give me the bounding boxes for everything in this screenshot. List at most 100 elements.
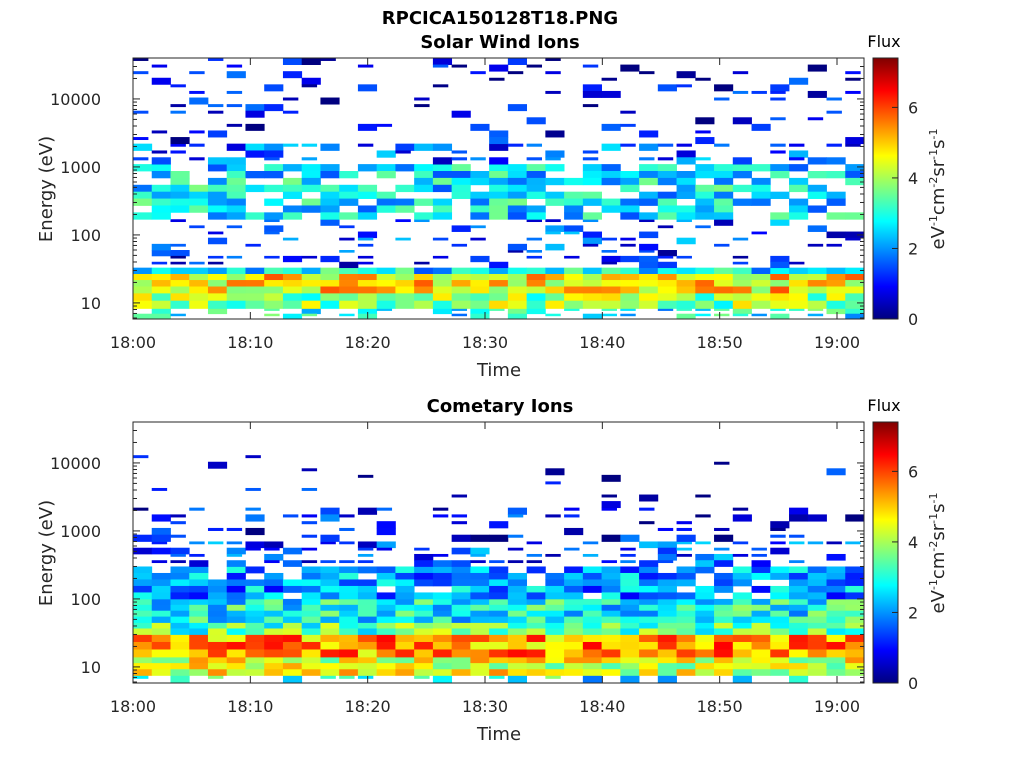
heatmap-cell bbox=[507, 177, 528, 186]
heatmap-cell bbox=[245, 143, 265, 151]
heatmap-cell bbox=[226, 649, 246, 658]
heatmap-cell bbox=[507, 592, 528, 600]
heatmap-cell bbox=[207, 641, 228, 650]
heatmap-cell bbox=[845, 610, 864, 617]
heatmap-cell bbox=[245, 184, 265, 193]
heatmap-cell bbox=[770, 628, 790, 635]
heatmap-cell bbox=[226, 628, 246, 635]
heatmap-cell bbox=[189, 622, 209, 629]
heatmap-cell bbox=[395, 592, 415, 600]
heatmap-cell bbox=[601, 77, 617, 81]
heatmap-cell bbox=[807, 117, 824, 121]
heatmap-cell bbox=[489, 77, 505, 81]
heatmap-cell bbox=[770, 164, 790, 172]
heatmap-cell bbox=[807, 64, 827, 72]
heatmap-cell bbox=[339, 604, 359, 612]
heatmap-cell bbox=[732, 656, 752, 664]
heatmap-cell bbox=[564, 628, 584, 635]
heatmap-cell bbox=[770, 634, 790, 643]
heatmap-cell bbox=[564, 547, 580, 551]
heatmap-cell bbox=[357, 547, 374, 551]
heatmap-cell bbox=[357, 592, 378, 600]
heatmap-cell bbox=[189, 669, 209, 676]
heatmap-cell bbox=[620, 547, 636, 551]
heatmap-cell bbox=[133, 267, 153, 274]
heatmap-cell bbox=[676, 313, 696, 319]
panel-title: Solar Wind Ions bbox=[420, 32, 579, 53]
heatmap-cell bbox=[489, 184, 509, 193]
x-tick-label: 18:00 bbox=[110, 697, 156, 716]
heatmap-cell bbox=[732, 280, 752, 287]
heatmap-cell bbox=[770, 90, 786, 94]
heatmap-cell bbox=[601, 501, 621, 509]
heatmap-cell bbox=[432, 171, 453, 179]
heatmap-cell bbox=[526, 237, 543, 241]
heatmap-cell bbox=[320, 634, 340, 643]
heatmap-cell bbox=[301, 286, 321, 294]
heatmap-cell bbox=[170, 243, 186, 247]
heatmap-cell bbox=[751, 286, 771, 294]
heatmap-cell bbox=[582, 177, 602, 186]
heatmap-cell bbox=[639, 610, 659, 617]
heatmap-cell bbox=[301, 628, 321, 635]
heatmap-cell bbox=[207, 273, 228, 281]
heatmap-cell bbox=[133, 616, 153, 623]
heatmap-cell bbox=[432, 64, 449, 68]
heatmap-cell bbox=[395, 604, 415, 612]
heatmap-cell bbox=[376, 656, 396, 664]
heatmap-cell bbox=[339, 313, 355, 317]
heatmap-cell bbox=[732, 117, 752, 125]
heatmap-cell bbox=[657, 171, 677, 179]
heatmap-cell bbox=[770, 261, 790, 269]
heatmap-cell bbox=[789, 261, 805, 265]
heatmap-cell bbox=[151, 150, 168, 154]
heatmap-cell bbox=[807, 243, 824, 247]
heatmap-cell bbox=[451, 292, 471, 302]
y-tick-label: 100 bbox=[70, 226, 101, 245]
heatmap-cell bbox=[507, 572, 528, 580]
heatmap-cell bbox=[414, 280, 434, 287]
heatmap-cell bbox=[282, 628, 303, 635]
heatmap-cell bbox=[339, 628, 359, 635]
heatmap-cell bbox=[826, 286, 846, 294]
heatmap-cell bbox=[320, 164, 340, 172]
heatmap-cell bbox=[676, 184, 696, 193]
heatmap-cell bbox=[732, 507, 749, 511]
heatmap-cell bbox=[789, 572, 809, 580]
heatmap-cell bbox=[620, 273, 640, 281]
heatmap-cell bbox=[732, 308, 752, 315]
heatmap-cell bbox=[189, 566, 209, 574]
heatmap-cell bbox=[639, 280, 659, 287]
heatmap-cell bbox=[282, 143, 299, 147]
heatmap-cell bbox=[264, 604, 284, 612]
heatmap-cell bbox=[151, 164, 171, 172]
heatmap-cell bbox=[470, 534, 490, 542]
heatmap-cell bbox=[432, 300, 453, 309]
heatmap-cell bbox=[582, 610, 602, 617]
heatmap-cell bbox=[751, 616, 771, 623]
colorbar-gradient bbox=[872, 57, 899, 320]
heatmap-cell bbox=[451, 308, 468, 311]
heatmap-cell bbox=[151, 579, 171, 587]
heatmap-cell bbox=[133, 143, 153, 151]
heatmap-cell bbox=[732, 198, 752, 206]
heatmap-cell bbox=[301, 622, 321, 629]
heatmap-cell bbox=[357, 560, 374, 564]
heatmap-cell bbox=[732, 300, 752, 309]
heatmap-cell bbox=[376, 634, 396, 643]
heatmap-cell bbox=[133, 58, 149, 61]
heatmap-cell bbox=[751, 622, 771, 629]
heatmap-cell bbox=[451, 534, 471, 542]
heatmap-cell bbox=[470, 157, 486, 161]
heatmap-cell bbox=[657, 191, 677, 199]
heatmap-cell bbox=[695, 604, 715, 612]
heatmap-cell bbox=[264, 300, 284, 309]
heatmap-cell bbox=[582, 541, 599, 545]
heatmap-cell bbox=[489, 585, 509, 593]
heatmap-cell bbox=[770, 656, 790, 664]
heatmap-cell bbox=[620, 286, 640, 294]
heatmap-cell bbox=[207, 461, 228, 469]
heatmap-cell bbox=[826, 143, 842, 147]
heatmap-cell bbox=[676, 527, 692, 531]
